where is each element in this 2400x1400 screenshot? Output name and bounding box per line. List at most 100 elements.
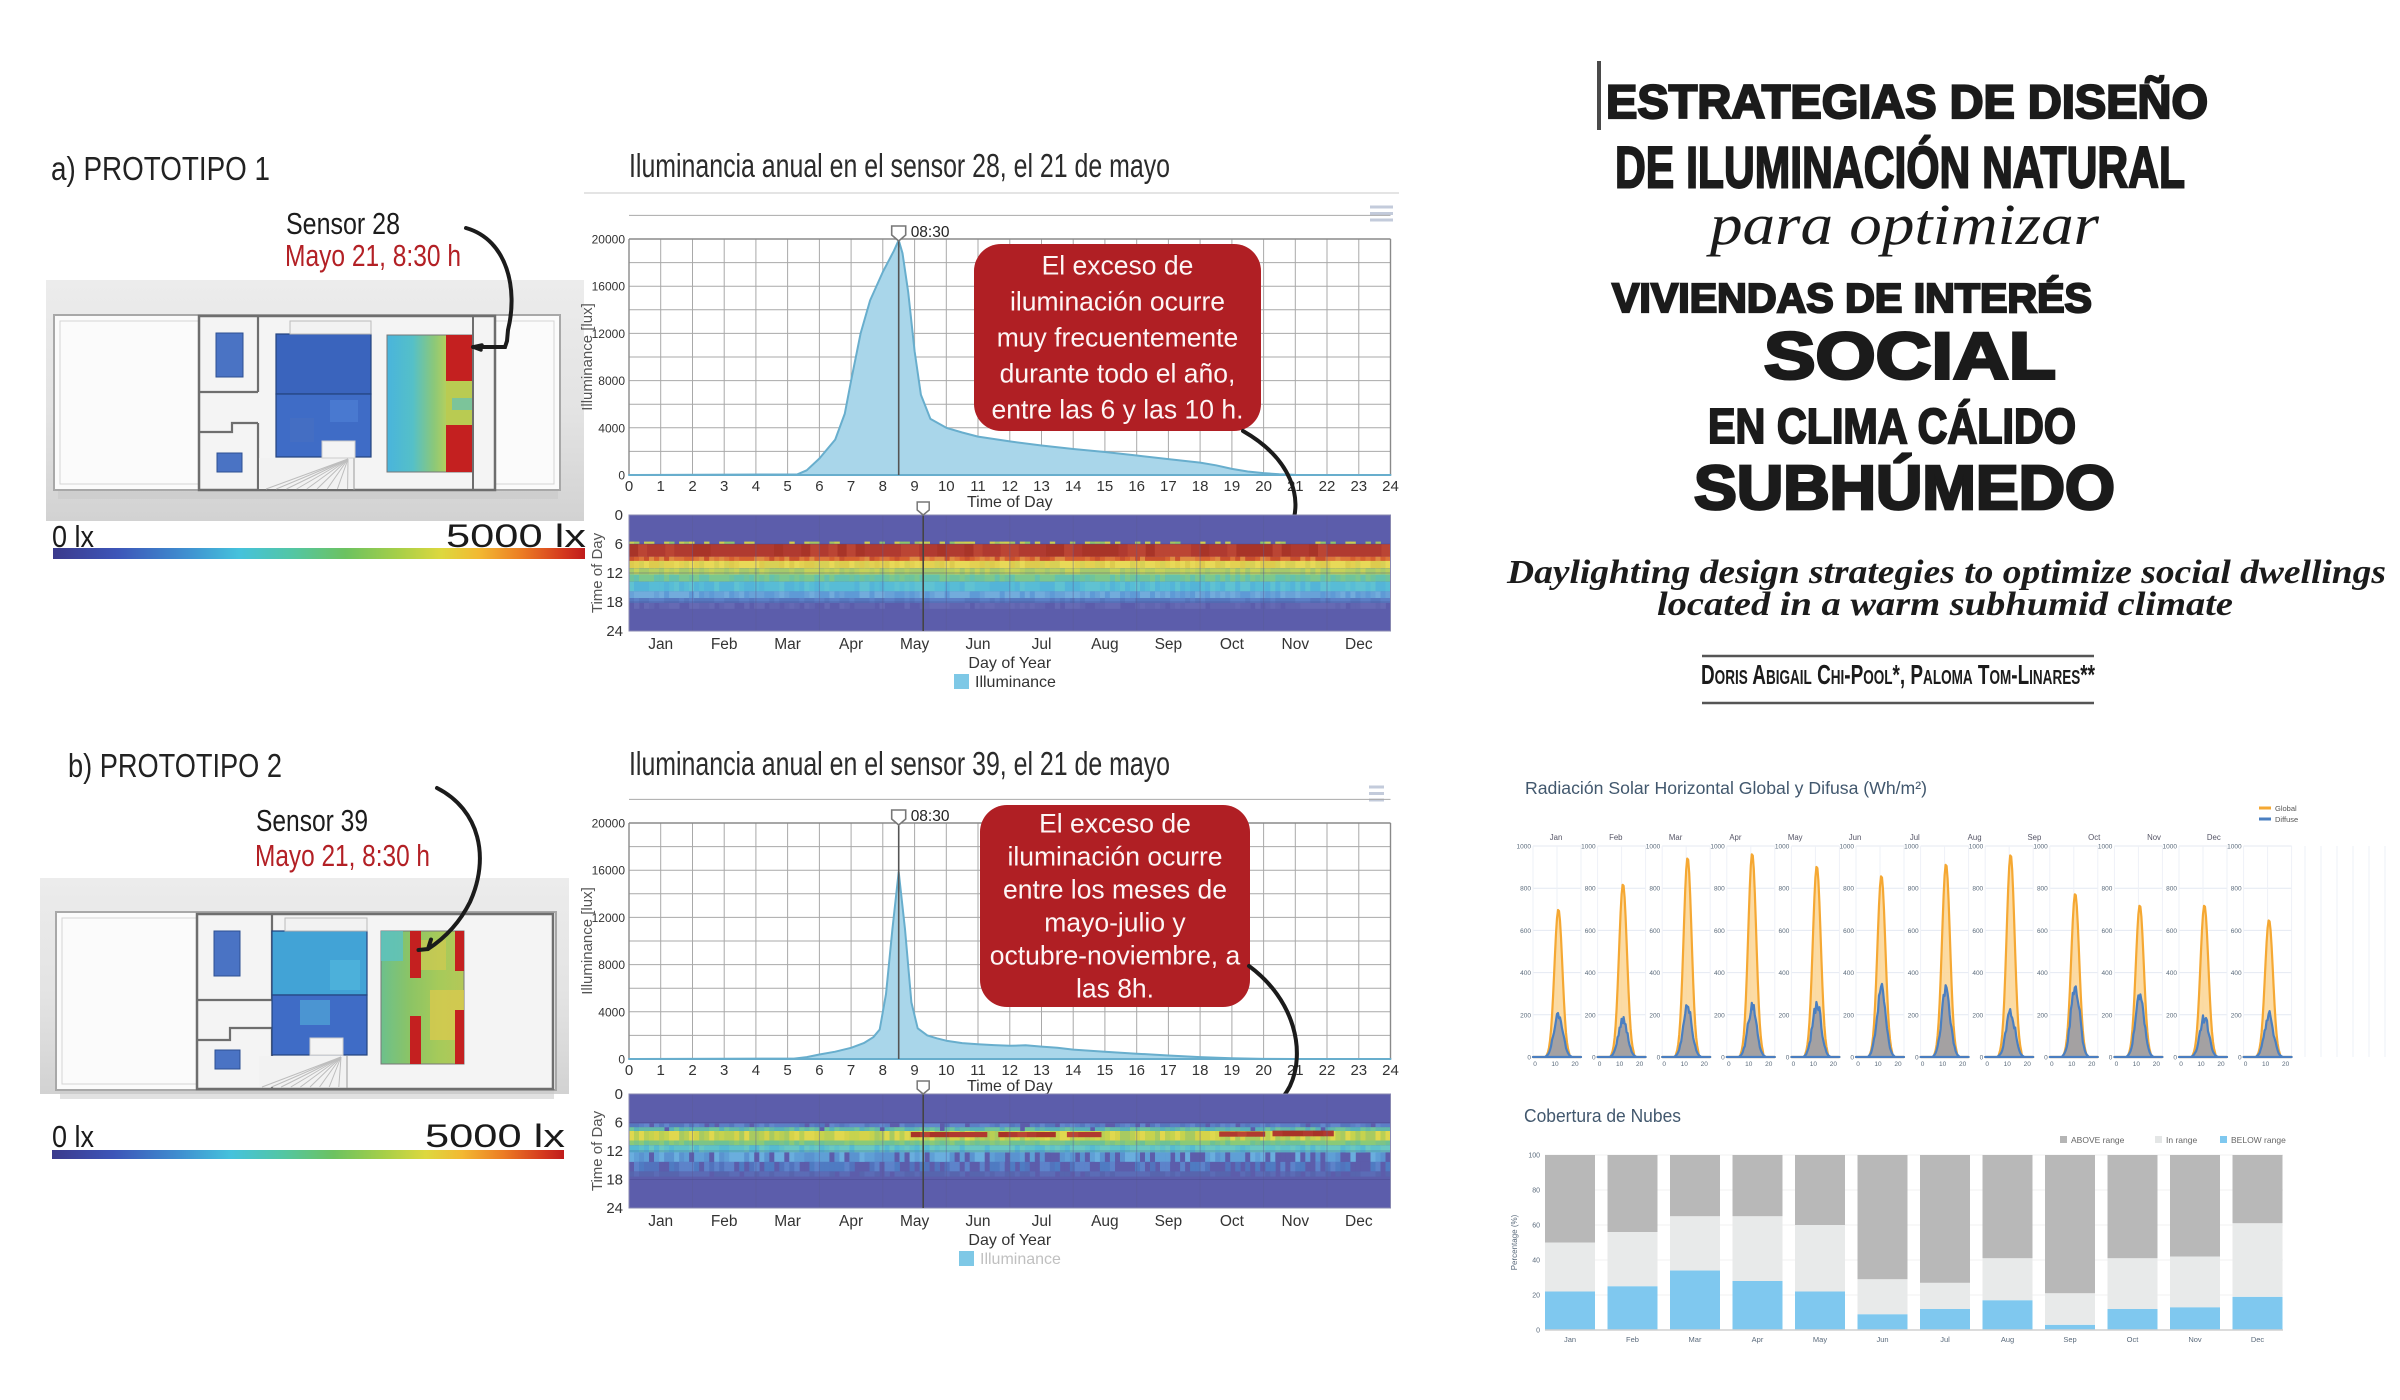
- svg-text:b) PROTOTIPO 2: b) PROTOTIPO 2: [68, 747, 282, 784]
- svg-text:para optimizar: para optimizar: [1706, 192, 2100, 257]
- svg-text:1000: 1000: [1581, 844, 1596, 851]
- svg-text:Dec: Dec: [2251, 1335, 2265, 1344]
- svg-text:Aug: Aug: [1091, 1213, 1119, 1230]
- svg-text:Oct: Oct: [2088, 833, 2101, 842]
- svg-text:200: 200: [2037, 1012, 2048, 1019]
- svg-text:Dec: Dec: [1345, 1213, 1373, 1230]
- svg-text:1000: 1000: [2163, 844, 2178, 851]
- svg-text:Jan: Jan: [648, 636, 673, 653]
- svg-text:0: 0: [1657, 1055, 1661, 1062]
- svg-text:0 lx: 0 lx: [52, 1119, 94, 1154]
- svg-text:11: 11: [970, 478, 986, 495]
- svg-text:20: 20: [1701, 1061, 1709, 1068]
- svg-text:20: 20: [1255, 478, 1272, 495]
- svg-text:800: 800: [1649, 886, 1660, 893]
- svg-text:0: 0: [625, 478, 633, 495]
- svg-text:800: 800: [1714, 886, 1725, 893]
- svg-text:0: 0: [1850, 1055, 1854, 1062]
- svg-text:BELOW range: BELOW range: [2231, 1135, 2286, 1145]
- svg-text:Dec: Dec: [2207, 833, 2221, 842]
- svg-text:10: 10: [1616, 1061, 1624, 1068]
- svg-text:1000: 1000: [2227, 844, 2242, 851]
- svg-text:8000: 8000: [598, 958, 625, 972]
- svg-text:May: May: [900, 1213, 930, 1230]
- svg-text:El exceso de: El exceso de: [1042, 251, 1194, 281]
- svg-text:1000: 1000: [2033, 844, 2048, 851]
- svg-text:Jun: Jun: [966, 636, 991, 653]
- svg-text:20: 20: [2282, 1061, 2290, 1068]
- svg-text:200: 200: [1520, 1012, 1531, 1019]
- svg-text:Illuminance: Illuminance: [975, 674, 1056, 691]
- svg-text:2: 2: [688, 478, 696, 495]
- svg-text:400: 400: [2231, 970, 2242, 977]
- svg-text:20: 20: [1894, 1061, 1902, 1068]
- svg-text:20: 20: [1255, 1062, 1272, 1079]
- svg-text:iluminación ocurre: iluminación ocurre: [1007, 842, 1222, 872]
- svg-text:0: 0: [1721, 1055, 1725, 1062]
- svg-text:24: 24: [606, 623, 623, 640]
- svg-text:13: 13: [1033, 478, 1050, 495]
- svg-text:1000: 1000: [1904, 844, 1919, 851]
- svg-text:Oct: Oct: [2127, 1335, 2140, 1344]
- svg-text:40: 40: [1532, 1258, 1540, 1265]
- svg-text:8: 8: [879, 478, 887, 495]
- svg-text:24: 24: [1382, 1062, 1399, 1079]
- svg-text:0: 0: [2115, 1061, 2119, 1068]
- svg-text:20: 20: [1959, 1061, 1967, 1068]
- svg-text:durante todo el año,: durante todo el año,: [1000, 359, 1236, 389]
- svg-text:4000: 4000: [598, 1005, 625, 1019]
- svg-text:600: 600: [1972, 928, 1983, 935]
- svg-text:17: 17: [1160, 1062, 1177, 1079]
- svg-text:800: 800: [1843, 886, 1854, 893]
- svg-text:800: 800: [1779, 886, 1790, 893]
- svg-text:400: 400: [1908, 970, 1919, 977]
- svg-text:20000: 20000: [592, 817, 626, 831]
- svg-text:10: 10: [1681, 1061, 1689, 1068]
- svg-text:Aug: Aug: [1091, 636, 1119, 653]
- svg-text:Mayo 21, 8:30 h: Mayo 21, 8:30 h: [285, 238, 461, 273]
- svg-text:6: 6: [615, 1115, 623, 1132]
- svg-text:0: 0: [1921, 1061, 1925, 1068]
- svg-text:Jun: Jun: [966, 1213, 991, 1230]
- svg-text:Apr: Apr: [1752, 1335, 1764, 1344]
- svg-text:1000: 1000: [2098, 844, 2113, 851]
- svg-text:200: 200: [1779, 1012, 1790, 1019]
- svg-text:10: 10: [1745, 1061, 1753, 1068]
- svg-text:600: 600: [2102, 928, 2113, 935]
- svg-text:6: 6: [815, 1062, 823, 1079]
- svg-text:Sensor 28: Sensor 28: [286, 206, 400, 241]
- svg-text:DE ILUMINACIÓN NATURAL: DE ILUMINACIÓN NATURAL: [1615, 136, 2185, 201]
- svg-text:100: 100: [1528, 1153, 1540, 1160]
- svg-text:Jan: Jan: [1564, 1335, 1576, 1344]
- svg-text:600: 600: [1908, 928, 1919, 935]
- svg-text:20: 20: [2217, 1061, 2225, 1068]
- svg-text:20: 20: [2024, 1061, 2032, 1068]
- svg-text:9: 9: [910, 1062, 918, 1079]
- svg-text:0: 0: [2238, 1055, 2242, 1062]
- svg-text:0: 0: [1533, 1061, 1537, 1068]
- svg-text:0: 0: [1915, 1055, 1919, 1062]
- svg-text:Feb: Feb: [711, 636, 738, 653]
- svg-text:0: 0: [618, 1053, 625, 1067]
- svg-text:20: 20: [1636, 1061, 1644, 1068]
- svg-text:12000: 12000: [592, 327, 626, 341]
- svg-text:200: 200: [1972, 1012, 1983, 1019]
- svg-text:600: 600: [2037, 928, 2048, 935]
- svg-text:located in a warm subhumid cli: located in a warm subhumid climate: [1657, 586, 2233, 623]
- svg-text:Percentage (%): Percentage (%): [1510, 1214, 1519, 1270]
- svg-text:Jun: Jun: [1849, 833, 1862, 842]
- svg-text:18: 18: [606, 1172, 623, 1189]
- svg-text:400: 400: [2037, 970, 2048, 977]
- svg-text:EN CLIMA CÁLIDO: EN CLIMA CÁLIDO: [1708, 400, 2076, 454]
- svg-text:20000: 20000: [592, 233, 626, 247]
- svg-text:Aug: Aug: [1968, 833, 1982, 842]
- svg-text:15: 15: [1097, 478, 1114, 495]
- svg-text:1: 1: [657, 478, 665, 495]
- svg-text:Jun: Jun: [1876, 1335, 1888, 1344]
- svg-text:12: 12: [1001, 1062, 1018, 1079]
- svg-text:80: 80: [1532, 1188, 1540, 1195]
- svg-text:Day of Year: Day of Year: [968, 655, 1051, 672]
- svg-text:entre las 6 y las 10 h.: entre las 6 y las 10 h.: [992, 395, 1244, 425]
- svg-text:14: 14: [1065, 478, 1082, 495]
- svg-text:Iluminancia anual en el sensor: Iluminancia anual en el sensor 39, el 21…: [629, 745, 1170, 782]
